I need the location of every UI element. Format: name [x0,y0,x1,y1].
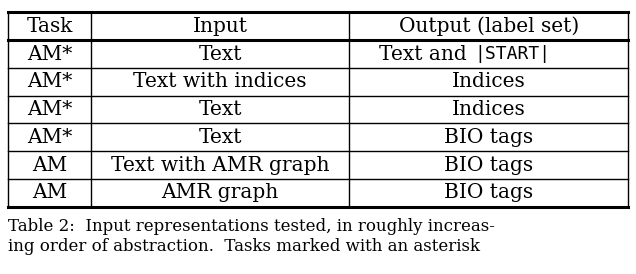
Text: Indices: Indices [452,100,525,119]
Text: AM*: AM* [27,44,72,64]
Text: AM*: AM* [27,100,72,119]
Text: Table 2:  Input representations tested, in roughly increas-: Table 2: Input representations tested, i… [8,218,495,235]
Text: Text: Text [198,44,242,64]
Text: AMR graph: AMR graph [162,184,279,202]
Text: Indices: Indices [452,72,525,91]
Text: BIO tags: BIO tags [444,184,533,202]
Text: Task: Task [26,17,73,36]
Text: Text and: Text and [378,44,473,64]
Text: Text: Text [198,128,242,147]
Text: AM: AM [32,184,67,202]
Text: AM: AM [32,156,67,175]
Text: Output (label set): Output (label set) [399,16,579,36]
Text: BIO tags: BIO tags [444,156,533,175]
Text: Input: Input [193,17,248,36]
Text: AM*: AM* [27,128,72,147]
Text: BIO tags: BIO tags [444,128,533,147]
Text: |START|: |START| [474,45,550,63]
Text: Text with indices: Text with indices [134,72,307,91]
Text: Text: Text [198,100,242,119]
Text: AM*: AM* [27,72,72,91]
Text: Text with AMR graph: Text with AMR graph [111,156,329,175]
Text: ing order of abstraction.  Tasks marked with an asterisk: ing order of abstraction. Tasks marked w… [8,238,480,255]
